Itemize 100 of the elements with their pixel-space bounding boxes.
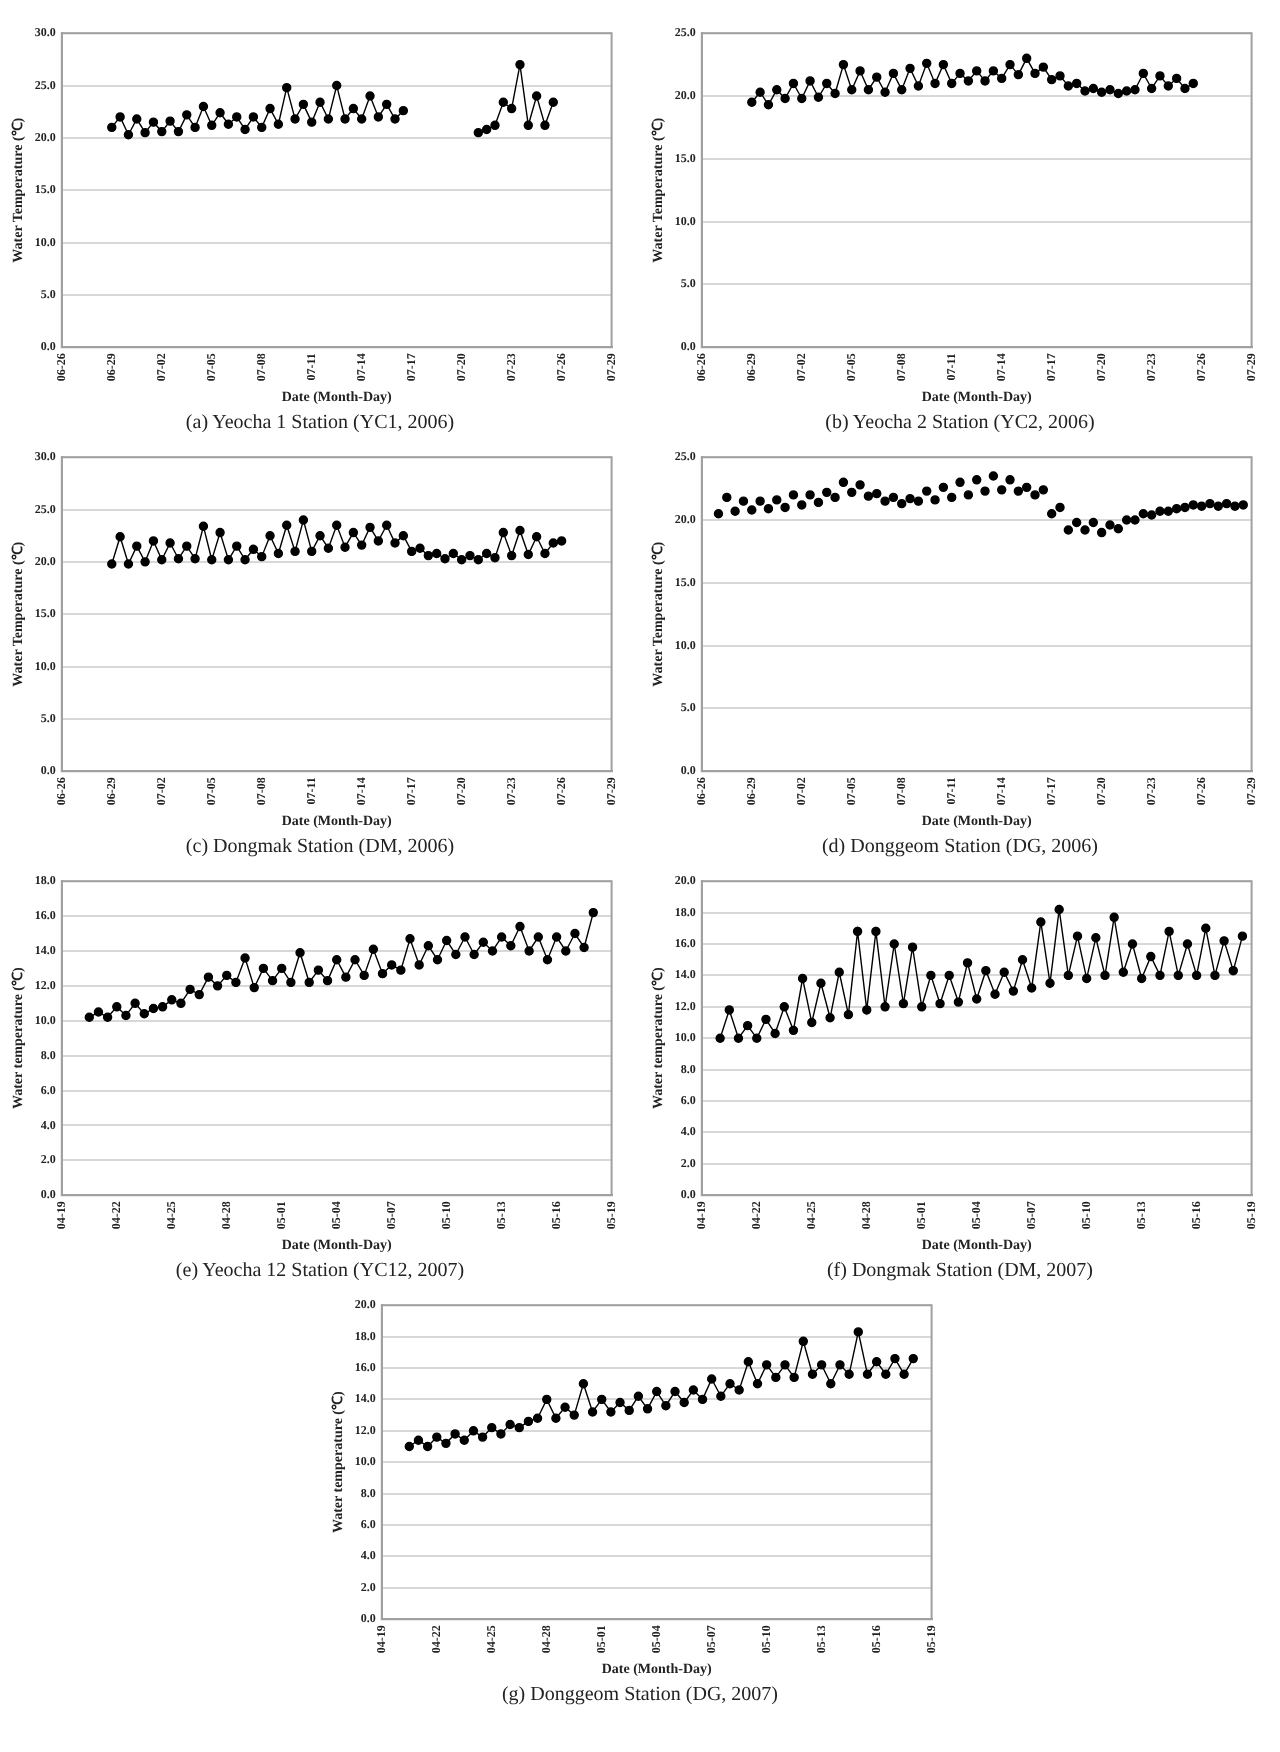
- point: [505, 1419, 515, 1430]
- point: [432, 955, 443, 965]
- point: [515, 59, 525, 70]
- point: [381, 99, 392, 110]
- point: [788, 78, 799, 89]
- point: [1191, 970, 1202, 981]
- point: [1118, 967, 1129, 977]
- point: [1182, 939, 1193, 949]
- point: [323, 114, 334, 124]
- point: [182, 541, 192, 551]
- point: [588, 907, 598, 918]
- point: [570, 928, 580, 939]
- point: [240, 953, 250, 963]
- point: [560, 1402, 570, 1412]
- point: [853, 1327, 863, 1337]
- point: [350, 955, 360, 965]
- point: [813, 92, 824, 102]
- point: [215, 527, 225, 538]
- point: [661, 1400, 671, 1411]
- point: [232, 541, 242, 551]
- point: [496, 932, 507, 942]
- point: [332, 520, 342, 530]
- point: [743, 1357, 754, 1367]
- point: [548, 538, 558, 548]
- point: [165, 538, 175, 548]
- point: [290, 546, 300, 557]
- point: [1021, 53, 1032, 64]
- point: [642, 1404, 653, 1414]
- point: [248, 112, 259, 122]
- point: [396, 965, 406, 975]
- point: [332, 80, 342, 91]
- point: [340, 542, 350, 552]
- point: [822, 78, 832, 89]
- point: [1008, 986, 1019, 996]
- point: [222, 970, 232, 981]
- point: [1201, 923, 1211, 933]
- point: [1237, 931, 1248, 941]
- point: [930, 78, 940, 89]
- point: [231, 977, 241, 988]
- point: [578, 1379, 589, 1389]
- point: [1173, 970, 1183, 981]
- point: [780, 1360, 790, 1370]
- point: [415, 543, 425, 553]
- point: [797, 93, 807, 104]
- text: (e) Yeocha 12 Station (YC12, 2007): [175, 1258, 465, 1286]
- point: [761, 1360, 772, 1370]
- point: [340, 114, 350, 124]
- point: [373, 536, 384, 546]
- point: [282, 82, 292, 93]
- point: [752, 1379, 763, 1389]
- point: [551, 1413, 561, 1423]
- point: [1071, 78, 1082, 89]
- point: [207, 120, 217, 131]
- point: [761, 1014, 771, 1025]
- point: [733, 1033, 744, 1043]
- point: [1038, 62, 1049, 72]
- point: [1163, 81, 1173, 91]
- point: [863, 85, 874, 95]
- point: [413, 1435, 424, 1445]
- point: [130, 998, 140, 1009]
- point: [1063, 81, 1074, 91]
- point: [1063, 970, 1074, 981]
- text: (c) Dongmak Station (DM, 2006): [185, 834, 455, 862]
- point: [551, 932, 562, 942]
- point: [132, 541, 142, 551]
- point: [981, 965, 991, 976]
- point: [432, 1432, 442, 1442]
- point: [715, 1033, 725, 1043]
- point: [889, 939, 899, 949]
- point: [1026, 983, 1037, 993]
- point: [498, 97, 509, 107]
- point: [834, 967, 844, 977]
- point: [779, 1002, 789, 1012]
- point: [1045, 978, 1055, 988]
- point: [487, 1422, 497, 1433]
- point: [953, 997, 964, 1007]
- point: [277, 963, 287, 974]
- point: [148, 1003, 159, 1014]
- point: [532, 1413, 543, 1423]
- point: [524, 946, 534, 956]
- point: [1046, 74, 1057, 85]
- point: [182, 110, 192, 120]
- point: [249, 982, 259, 993]
- point: [157, 1002, 168, 1012]
- point: [706, 1374, 717, 1384]
- point: [373, 112, 384, 122]
- point: [386, 960, 397, 970]
- point: [955, 68, 965, 79]
- point: [190, 554, 200, 564]
- point: [1100, 970, 1110, 981]
- point: [258, 963, 269, 974]
- point: [898, 998, 909, 1009]
- point: [341, 972, 351, 982]
- point: [132, 114, 142, 124]
- point: [176, 998, 186, 1009]
- point: [597, 1394, 607, 1405]
- point: [962, 958, 973, 968]
- point: [542, 1394, 552, 1405]
- point: [633, 1391, 644, 1401]
- point: [587, 1407, 598, 1417]
